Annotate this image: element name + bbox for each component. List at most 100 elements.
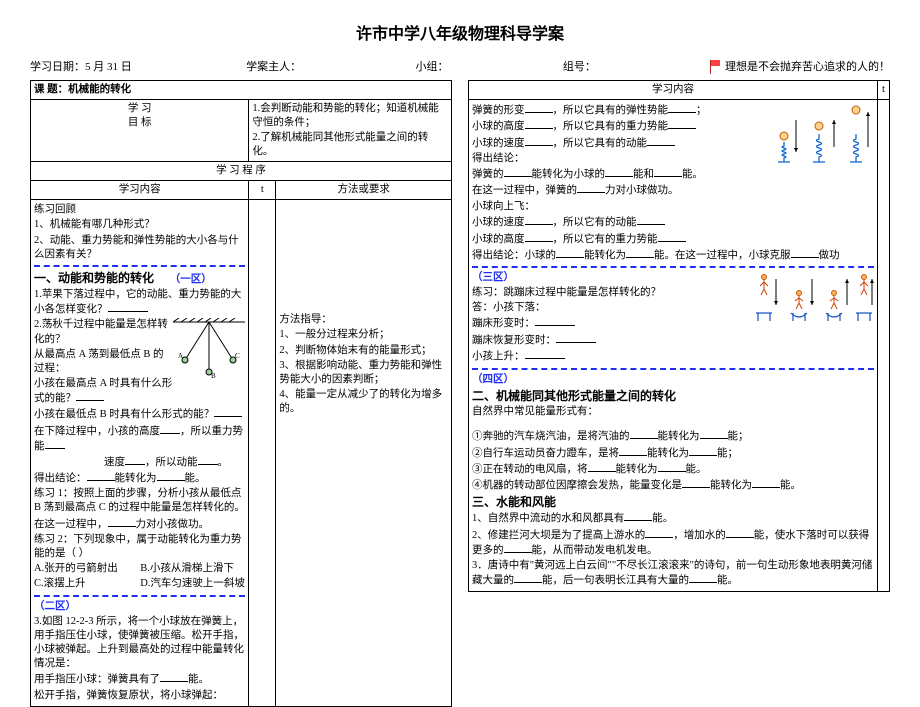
- blank: [514, 573, 542, 583]
- sec2-intro: 自然界中常见能量形式有：: [472, 406, 598, 417]
- date-label: 学习日期：: [30, 61, 85, 73]
- blank: [577, 183, 605, 193]
- date-value: 5 月 31 日: [85, 61, 132, 73]
- r2b: ，所以它具有的重力势能: [553, 121, 669, 132]
- blank: [525, 232, 553, 242]
- flag-icon: [710, 62, 722, 72]
- content-right: 弹簧的形变，所以它具有的弹性势能； 小球的高度，所以它具有的重力势能 小球的速度…: [469, 100, 878, 592]
- blank: [525, 103, 553, 113]
- blank: [654, 167, 682, 177]
- blank: [689, 573, 717, 583]
- r1b: ，所以它具有的弹性势能: [553, 105, 669, 116]
- z3-b: 蹦床形变时：: [472, 318, 535, 329]
- topic-label: 课 题：: [34, 84, 68, 95]
- blank: [689, 446, 717, 456]
- opt-b: B.小孩从滑梯上滑下: [140, 563, 234, 574]
- left-column: 课 题：机械能的转化 学 习目 标 1.会判断动能和势能的转化；知道机械能守恒的…: [30, 80, 452, 707]
- review-title: 练习回顾: [34, 203, 245, 217]
- c1a: ①奔驰的汽车烧汽油，是将汽油的: [472, 431, 630, 442]
- blank: [525, 136, 553, 146]
- svg-text:A: A: [178, 352, 183, 360]
- blank: [108, 517, 136, 527]
- c2a: ②自行车运动员奋力蹬车，是将: [472, 448, 619, 459]
- c3a: ③正在转动的电风扇，将: [472, 464, 588, 475]
- dash-sep-1: [34, 265, 245, 267]
- c3b: 能转化为: [616, 464, 658, 475]
- line-f: 得出结论：: [34, 473, 87, 484]
- blank: [157, 471, 185, 481]
- r2a: 小球的高度: [472, 121, 525, 132]
- blank: [752, 478, 780, 488]
- sec2-title: 二、机械能同其他形式能量之间的转化: [472, 388, 874, 404]
- blank: [525, 215, 553, 225]
- line-e1: 速度: [104, 457, 125, 468]
- r10b: 能转化为: [584, 250, 626, 261]
- opt-c: C.滚摆上升: [34, 577, 138, 591]
- hdr-method: 方法或要求: [276, 181, 452, 200]
- blank: [504, 167, 532, 177]
- r5a: 弹簧的: [472, 169, 504, 180]
- line-c: 小孩在最低点 B 时具有什么形式的能？: [34, 409, 214, 420]
- r8b: ，所以它有的动能: [553, 217, 637, 228]
- r5b: 能转化为小球的: [532, 169, 606, 180]
- spring-diagram: [774, 102, 874, 172]
- c4b: 能转化为: [710, 480, 752, 491]
- group: 小组：: [416, 58, 449, 74]
- r1a: 弹簧的形变: [472, 105, 525, 116]
- blank: [658, 462, 686, 472]
- blank: [682, 478, 710, 488]
- line-f2: 能转化为: [115, 473, 157, 484]
- blank: [504, 543, 532, 553]
- line-d: 在下降过程中，小孩的高度: [34, 426, 160, 437]
- c4c: 能。: [780, 480, 801, 491]
- c1c: 能；: [728, 431, 749, 442]
- hdr-t-r: t: [878, 81, 890, 100]
- goal-lines: 1.会判断动能和势能的转化；知道机械能守恒的条件； 2.了解机械能同其他形式能量…: [249, 100, 452, 162]
- blank: [588, 462, 616, 472]
- z2-p2: 用手指压小球：弹簧具有了: [34, 674, 160, 685]
- z2-p1: 3.如图 12-2-3 所示，将一个小球放在弹簧上，用手指压住小球，使弹簧被压缩…: [34, 615, 245, 672]
- r9a: 小球的高度: [472, 234, 525, 245]
- blank: [525, 119, 553, 129]
- c4a: ④机器的转动部位因摩擦会发热，能量变化是: [472, 480, 682, 491]
- z3-c: 蹦床恢复形变时：: [472, 335, 556, 346]
- dash-sep-2: [34, 595, 245, 597]
- blank: [726, 528, 754, 538]
- dash-sep-3: [472, 266, 874, 268]
- goal-label: 学 习目 标: [31, 100, 249, 162]
- r8a: 小球的速度: [472, 217, 525, 228]
- proc-title: 学 习 程 序: [31, 161, 452, 180]
- t-right: [878, 100, 890, 592]
- r7: 小球向上飞：: [472, 200, 874, 214]
- blank: [624, 511, 652, 521]
- ex1-a: 练习 1：按照上面的步骤，分析小孩从最低点 B 荡到最高点 C 的过程中能量是怎…: [34, 487, 245, 515]
- z2-p3: 松开手指，弹簧恢复原状，将小球弹起：: [34, 689, 245, 703]
- m3: 3、根据影响动能、重力势能和弹性势能大小的因素判断；: [279, 359, 448, 387]
- r6b: 力对小球做功。: [605, 185, 679, 196]
- groupno: 组号：: [563, 58, 596, 74]
- z3-d: 小孩上升：: [472, 351, 525, 362]
- zone1-label: （一区）: [170, 274, 212, 285]
- zone2-label: （二区）: [34, 600, 245, 614]
- blank: [214, 407, 242, 417]
- blank: [108, 302, 148, 312]
- blank: [76, 391, 104, 401]
- review-q1: 1、机械能有哪几种形式？: [34, 218, 245, 232]
- r3a: 小球的速度: [472, 138, 525, 149]
- lesson-table-right: 学习内容 t: [468, 80, 890, 592]
- c1b: 能转化为: [658, 431, 700, 442]
- ex1-c: 力对小孩做功。: [136, 519, 210, 530]
- w2a: 2、修建拦河大坝是为了提高上游水的: [472, 530, 645, 541]
- blank: [160, 424, 180, 434]
- goal-line-2: 2.了解机械能同其他形式能量之间的转化。: [252, 132, 428, 157]
- topic-value: 机械能的转化: [68, 84, 131, 95]
- columns: 课 题：机械能的转化 学 习目 标 1.会判断动能和势能的转化；知道机械能守恒的…: [30, 80, 890, 707]
- blank: [668, 119, 696, 129]
- blank: [45, 439, 65, 449]
- c3c: 能。: [686, 464, 707, 475]
- blank: [605, 167, 633, 177]
- opt-d: D.汽车匀速驶上一斜坡: [140, 578, 245, 589]
- blank: [535, 316, 575, 326]
- goal-line-1: 1.会判断动能和势能的转化；知道机械能守恒的条件；: [252, 103, 438, 128]
- r3b: ，所以它具有的动能: [553, 138, 648, 149]
